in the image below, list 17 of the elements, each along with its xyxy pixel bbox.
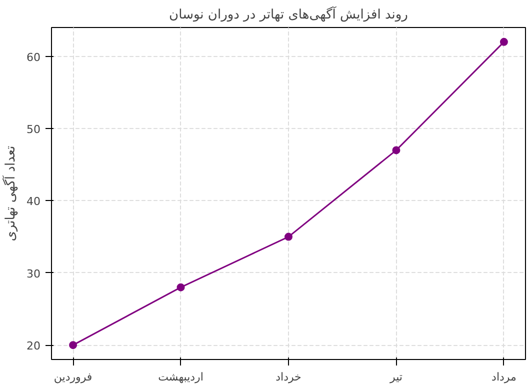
- chart-title: روند افزایش آگهی‌های تهاتر در دوران نوسان: [169, 6, 408, 22]
- y-axis-title: تعداد آگهی تهاتری: [2, 145, 19, 242]
- point: [500, 38, 508, 46]
- x-tick-label: خرداد: [276, 370, 302, 384]
- point: [176, 283, 185, 292]
- x-tick-label: تیر: [389, 370, 402, 384]
- point: [69, 341, 78, 350]
- x-tick-label: فروردین: [54, 370, 92, 384]
- x-tick-label: مرداد: [492, 370, 516, 384]
- point: [284, 232, 292, 241]
- x-tick-label: اردیبهشت: [158, 370, 204, 384]
- y-tick-label: 30: [26, 267, 41, 280]
- point: [392, 146, 400, 154]
- y-tick-label: 20: [26, 340, 41, 353]
- y-tick-label: 50: [26, 123, 41, 136]
- y-tick-label: 40: [26, 195, 41, 208]
- y-tick-label: 60: [26, 50, 41, 64]
